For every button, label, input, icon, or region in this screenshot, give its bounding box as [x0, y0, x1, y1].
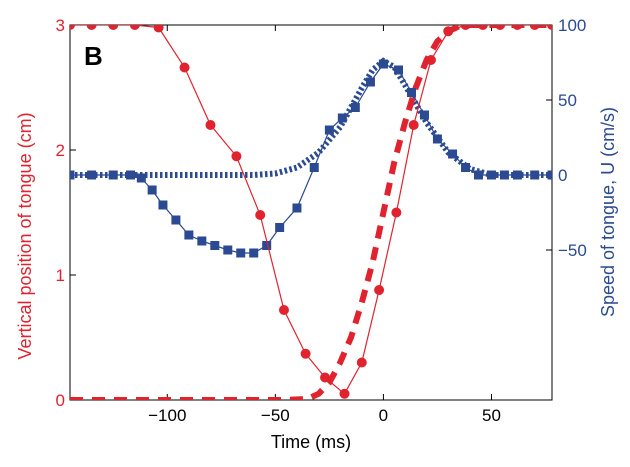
speed-data-point [87, 170, 97, 180]
speed-data-point [210, 241, 220, 250]
speed-data-point [337, 113, 347, 123]
speed-data-point [223, 245, 233, 255]
speed-data-point [197, 236, 207, 246]
position-data-point [86, 25, 97, 30]
speed-data-point [136, 173, 146, 183]
speed-data-point [432, 134, 442, 144]
speed-data-point [547, 170, 552, 180]
speed-data-point [499, 170, 509, 180]
speed-data-point [461, 163, 471, 172]
speed-data-point [474, 170, 484, 180]
position-data-point [547, 25, 552, 30]
position-data-point [356, 357, 367, 368]
position-data-point [477, 25, 488, 30]
x-axis-title: Time (ms) [271, 432, 351, 452]
y-right-tick-label: 0 [558, 166, 567, 185]
position-data-point [425, 55, 436, 65]
speed-data-point [184, 230, 194, 240]
position-data-point [339, 388, 350, 399]
position-data-point [231, 151, 242, 162]
position-data-point [512, 25, 523, 30]
y-left-axis-title: Vertical position of tongue (cm) [15, 112, 35, 359]
speed-data-point [512, 170, 522, 180]
y-left-tick-label: 2 [56, 141, 65, 160]
speed-data-point [171, 215, 181, 225]
speed-data-point [378, 59, 388, 69]
speed-data-point [108, 170, 118, 180]
y-left-tick-label: 1 [56, 266, 65, 285]
speed-data-point [448, 149, 458, 159]
position-data-point [460, 25, 471, 30]
position-data-point [408, 120, 419, 130]
speed-data-point [158, 200, 168, 210]
x-tick-label: −100 [148, 406, 186, 425]
position-data-point [320, 372, 331, 383]
speed-data-point [407, 88, 417, 97]
position-data-point [205, 120, 216, 130]
y-left-tick-label: 3 [56, 16, 65, 35]
speed-data-point [70, 170, 75, 180]
speed-data-point [249, 248, 259, 258]
speed-data-point [486, 170, 496, 180]
x-tick-label: 50 [482, 406, 501, 425]
speed-data-point [530, 170, 540, 180]
speed-data-point [126, 170, 136, 180]
y-right-ticks: −50 0 50 100 [546, 16, 587, 260]
speed-data-point [309, 163, 319, 172]
x-tick-label: −50 [261, 406, 290, 425]
y-right-tick-label: 50 [558, 91, 577, 110]
speed-data-point [262, 241, 272, 250]
panel-label: B [84, 41, 103, 71]
speed-data-point [419, 110, 429, 120]
position-data-point [443, 26, 454, 37]
position-data-point [374, 285, 385, 295]
speed-data-point [147, 185, 157, 195]
speed-data-point [365, 77, 375, 87]
speed-data-point [394, 65, 404, 75]
position-data-point [391, 207, 402, 218]
speed-data-point [275, 223, 285, 232]
series-layer [70, 25, 552, 400]
position-data-point [495, 25, 506, 30]
speed-data-point [236, 248, 246, 258]
position-data-point [129, 25, 140, 30]
y-right-axis-title: Speed of tongue, U (cm/s) [598, 107, 618, 317]
position-data-point [70, 25, 75, 30]
position-data-point [108, 25, 119, 30]
y-left-tick-label: 0 [56, 391, 65, 410]
speed-data-point [350, 103, 360, 112]
position-data-point [153, 25, 164, 33]
position-data-point [255, 210, 266, 220]
speed-data-point [292, 203, 302, 213]
position-data-point [300, 348, 311, 359]
speed-data-point [324, 125, 334, 135]
position-data-point [179, 62, 190, 73]
plot-area-frame [69, 24, 553, 401]
position-data-point [529, 25, 540, 30]
y-right-tick-label: 100 [558, 16, 586, 35]
position-data-point [278, 305, 289, 315]
y-right-tick-label: −50 [558, 241, 587, 260]
x-tick-label: 0 [379, 406, 388, 425]
